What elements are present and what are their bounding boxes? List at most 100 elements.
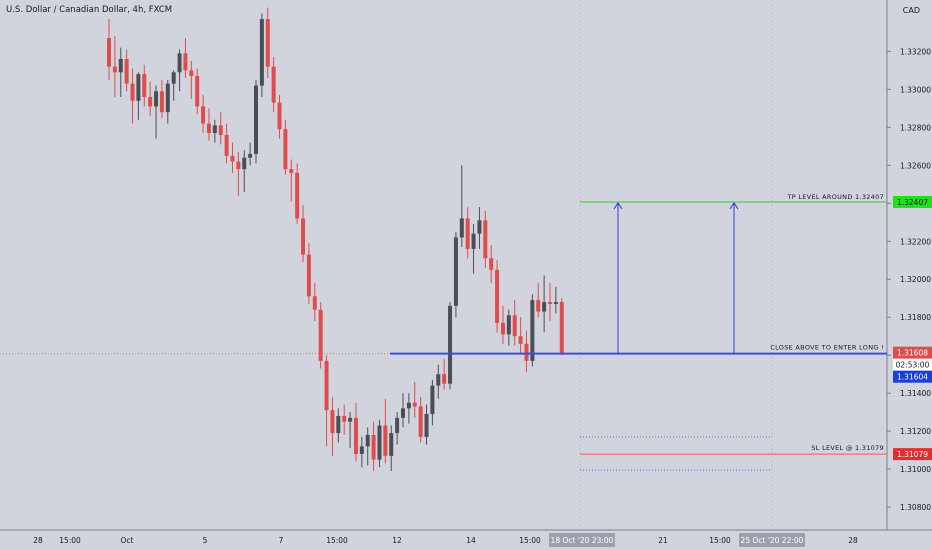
candle[interactable]: [306, 243, 311, 304]
candle[interactable]: [348, 412, 353, 449]
candle[interactable]: [406, 393, 411, 424]
y-tick-label: 1.30800: [900, 503, 931, 512]
candle-body: [230, 155, 235, 162]
candle[interactable]: [248, 142, 253, 166]
candle-body: [318, 309, 323, 361]
candle[interactable]: [401, 393, 405, 428]
candle[interactable]: [418, 396, 423, 443]
candle[interactable]: [324, 355, 329, 447]
candle[interactable]: [530, 294, 535, 367]
candle[interactable]: [265, 7, 270, 78]
candle-body: [195, 76, 200, 107]
candle[interactable]: [489, 245, 494, 284]
candle[interactable]: [342, 404, 347, 435]
candle[interactable]: [295, 163, 300, 225]
candle[interactable]: [500, 305, 505, 344]
candle[interactable]: [195, 68, 200, 115]
candle[interactable]: [471, 224, 476, 274]
candle[interactable]: [442, 358, 447, 390]
candle-body: [365, 434, 370, 447]
candle[interactable]: [424, 404, 429, 445]
candle[interactable]: [259, 13, 264, 97]
x-tick-label: 15:00: [519, 536, 541, 545]
candle[interactable]: [371, 421, 376, 472]
candle[interactable]: [130, 68, 135, 124]
candle[interactable]: [477, 207, 482, 249]
candle[interactable]: [336, 408, 341, 443]
target-arrow[interactable]: [729, 202, 739, 354]
candle[interactable]: [524, 330, 529, 373]
candle-body: [559, 302, 564, 354]
candle[interactable]: [430, 379, 435, 426]
candle[interactable]: [483, 210, 488, 268]
candle[interactable]: [301, 205, 306, 263]
candle[interactable]: [495, 260, 500, 333]
candle[interactable]: [118, 47, 123, 97]
candle[interactable]: [506, 309, 511, 346]
candle[interactable]: [453, 231, 458, 318]
candle[interactable]: [224, 123, 229, 164]
candle[interactable]: [365, 427, 370, 466]
candle[interactable]: [459, 165, 464, 247]
x-tick-label: 15:00: [326, 536, 348, 545]
candle[interactable]: [148, 81, 153, 116]
candle[interactable]: [218, 112, 223, 145]
candle[interactable]: [559, 298, 564, 356]
candle[interactable]: [318, 302, 323, 369]
candle[interactable]: [136, 72, 141, 120]
candle[interactable]: [212, 119, 217, 143]
candle[interactable]: [548, 283, 552, 322]
candle[interactable]: [107, 19, 111, 80]
candle[interactable]: [377, 419, 382, 468]
candle[interactable]: [436, 364, 441, 399]
candle[interactable]: [112, 36, 117, 97]
candle[interactable]: [283, 119, 288, 175]
candle[interactable]: [465, 207, 470, 259]
candle[interactable]: [536, 283, 541, 318]
candle[interactable]: [542, 275, 547, 333]
candle[interactable]: [189, 60, 194, 99]
candle[interactable]: [518, 317, 523, 354]
candle[interactable]: [512, 300, 517, 346]
sl-price-badge-bg: [893, 448, 932, 461]
candle[interactable]: [165, 79, 170, 124]
candle[interactable]: [271, 57, 276, 113]
candle[interactable]: [412, 381, 417, 418]
candle[interactable]: [230, 142, 235, 173]
candle-body: [201, 106, 206, 124]
candle-body: [471, 233, 476, 249]
candle[interactable]: [353, 402, 358, 462]
candle[interactable]: [177, 49, 182, 92]
candle[interactable]: [242, 150, 247, 192]
candle[interactable]: [254, 79, 258, 164]
candle[interactable]: [171, 70, 176, 101]
sl-annotation: SL LEVEL @ 1.31079: [811, 444, 884, 452]
candle[interactable]: [312, 283, 317, 322]
candle[interactable]: [142, 64, 147, 107]
candle[interactable]: [553, 286, 558, 314]
candle[interactable]: [389, 425, 394, 472]
candle[interactable]: [448, 302, 453, 390]
candle-body: [259, 19, 264, 86]
candle[interactable]: [201, 95, 206, 134]
candle-body: [542, 302, 547, 312]
candle[interactable]: [206, 108, 211, 141]
candle[interactable]: [124, 49, 129, 92]
target-arrow[interactable]: [613, 202, 623, 354]
candle[interactable]: [154, 85, 159, 139]
candle[interactable]: [183, 38, 188, 78]
candle[interactable]: [359, 436, 364, 468]
candle[interactable]: [277, 95, 282, 139]
candle[interactable]: [159, 79, 164, 118]
candle[interactable]: [330, 396, 335, 456]
candle[interactable]: [395, 412, 400, 445]
candle[interactable]: [236, 152, 241, 196]
y-tick-label: 1.31800: [900, 313, 931, 322]
candle[interactable]: [383, 398, 388, 464]
candle[interactable]: [289, 159, 294, 202]
candle-body: [330, 410, 335, 434]
candle-body: [277, 102, 282, 130]
candle-body: [136, 74, 141, 101]
y-tick-label: 1.31000: [900, 465, 931, 474]
